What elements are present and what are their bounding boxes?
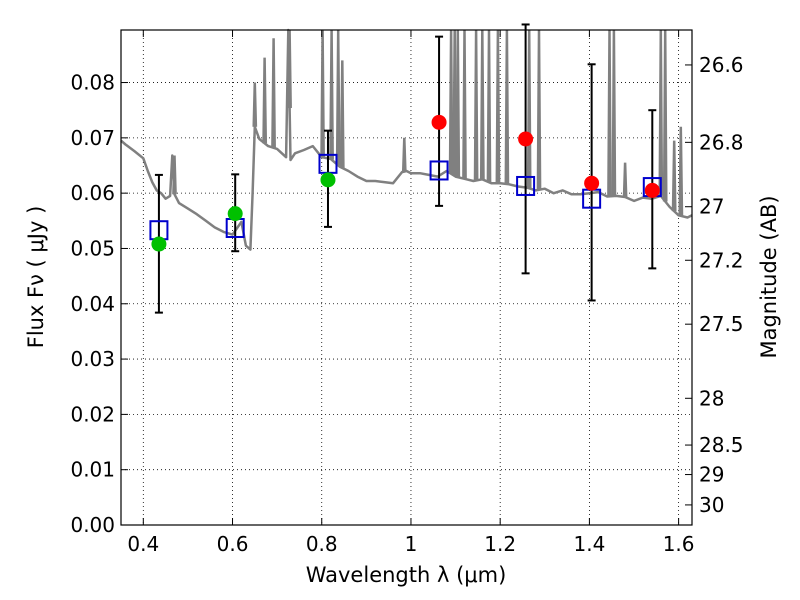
spectrum-spike: [662, 29, 668, 202]
x-tick-label: 1.4: [573, 532, 605, 556]
y-tick-label: 0.05: [70, 236, 115, 260]
data-point: [644, 182, 660, 198]
y-tick-label: 0.02: [70, 402, 115, 426]
spectrum-spike: [335, 29, 341, 166]
spectrum-spike: [462, 29, 467, 179]
spectrum-spike: [607, 29, 612, 197]
magnitude-tick-labels: 26.6 26.8 27 27.2 27.5 28 28.5 29 30: [699, 53, 744, 517]
x-tick-label: 1.6: [663, 532, 695, 556]
plot-frame: [120, 29, 693, 526]
spectrum-spike: [526, 29, 532, 189]
spectrum-spike: [495, 29, 501, 184]
x-tick-label: 1.2: [484, 532, 516, 556]
y-tick-labels: 0.00 0.01 0.02 0.03 0.04 0.05 0.06 0.07 0.08: [70, 71, 115, 537]
spectrum-spike: [671, 140, 677, 212]
y-tick-label: 0.07: [70, 126, 115, 150]
mag-tick-label: 29: [699, 463, 724, 487]
x-axis-label: Wavelength λ (μm): [306, 563, 507, 587]
spectrum-spike: [611, 29, 617, 197]
mag-tick-label: 28: [699, 386, 724, 410]
mag-tick-label: 26.8: [699, 130, 744, 154]
x-tick-label: 0.6: [217, 532, 249, 556]
data-point: [320, 172, 336, 188]
spectrum-spike: [172, 155, 177, 195]
y-tick-label: 0.03: [70, 347, 115, 371]
spectrum-spike: [486, 29, 492, 183]
spectrum-spike: [622, 162, 628, 198]
model-spectrum: [120, 28, 693, 251]
spectrum-spike: [658, 29, 664, 196]
spectrum-spike: [401, 137, 407, 172]
spectrum-spike: [320, 29, 325, 158]
grid-lines: [121, 30, 692, 526]
axis-ticks: [121, 30, 692, 526]
spectrum-spike: [536, 29, 542, 190]
spectrum-spike: [452, 29, 458, 177]
data-point: [431, 114, 447, 130]
x-tick-label: 0.8: [306, 532, 338, 556]
spectrum-spike: [479, 29, 485, 180]
data-point: [227, 206, 243, 222]
x-tick-label: 1: [405, 532, 418, 556]
spectrum-line: [120, 28, 693, 251]
spectrum-spike: [504, 29, 510, 185]
mag-tick-label: 27.5: [699, 312, 744, 336]
spectrum-spike: [473, 29, 479, 181]
spectrum-spike: [329, 29, 334, 160]
y-tick-label: 0.06: [70, 181, 115, 205]
spectrum-spike: [271, 38, 276, 148]
y-tick-label: 0.00: [70, 513, 115, 537]
observed-points: [151, 114, 660, 252]
y-axis-label: Flux Fν ( μJy ): [24, 206, 48, 349]
x-tick-label: 0.4: [127, 532, 159, 556]
data-point: [518, 131, 534, 147]
model-square: [429, 160, 449, 181]
mag-tick-label: 26.6: [699, 53, 744, 77]
data-point: [584, 175, 600, 191]
y-tick-label: 0.08: [70, 71, 115, 95]
spectrum-spike: [339, 60, 345, 168]
error-bars: [154, 23, 657, 314]
spectrum-spike: [455, 29, 461, 178]
y2-axis-label: Magnitude (AB): [757, 195, 781, 358]
spectrum-spike: [262, 57, 268, 144]
mag-tick-label: 30: [699, 493, 724, 517]
spectrum-spike: [448, 29, 454, 174]
data-point: [151, 236, 167, 252]
mag-tick-label: 27.2: [699, 248, 744, 272]
mag-tick-label: 28.5: [699, 433, 744, 457]
spectrum-spike: [252, 82, 258, 127]
mag-tick-label: 27: [699, 195, 724, 219]
y-tick-label: 0.04: [70, 292, 115, 316]
y-tick-label: 0.01: [70, 458, 115, 482]
spectrum-spike: [678, 126, 684, 216]
spectrum-spike: [287, 29, 292, 109]
model-square: [516, 175, 536, 196]
x-tick-labels: 0.4 0.6 0.8 1 1.2 1.4 1.6: [127, 532, 694, 556]
